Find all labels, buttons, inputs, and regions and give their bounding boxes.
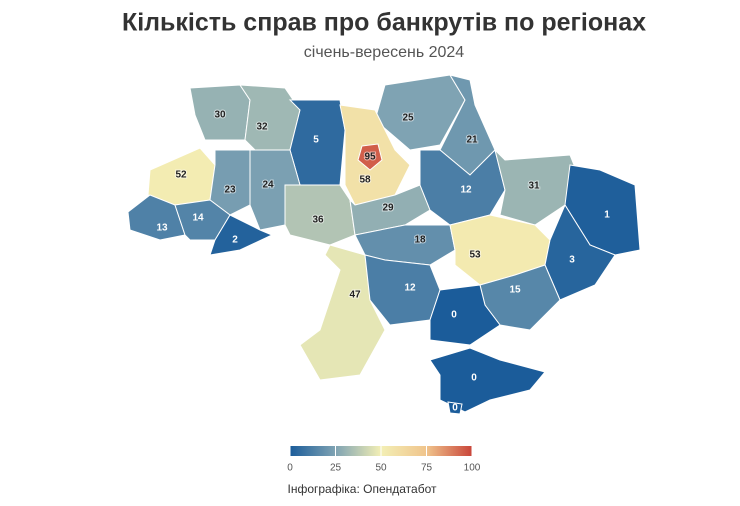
region: [419, 149, 506, 226]
region: [357, 143, 383, 171]
region-label: 13: [156, 223, 168, 234]
region-label: 36: [312, 215, 324, 226]
region-label: 24: [262, 180, 274, 191]
region-label: 58: [359, 175, 371, 186]
colorbar-tick-label: 50: [375, 463, 387, 474]
colorbar-tick-label: 75: [421, 463, 433, 474]
colorbar: 0 25 50 75 100: [287, 446, 481, 474]
region-label: 2: [232, 235, 238, 246]
title: Кількість справ про банкрутів по регіона…: [122, 9, 646, 37]
regions: [127, 74, 641, 415]
region-label: 47: [349, 290, 361, 301]
region-label: 30: [214, 110, 226, 121]
region: [239, 84, 301, 151]
region-label: 12: [460, 185, 472, 196]
source: Інфографіка: Опендатабот: [288, 482, 437, 496]
region: [284, 184, 356, 246]
region-label: 32: [256, 122, 268, 133]
region: [544, 203, 616, 301]
region-label: 31: [528, 181, 540, 192]
colorbar-tick-label: 25: [330, 463, 342, 474]
subtitle: січень-вересень 2024: [304, 44, 465, 61]
region-label: 0: [452, 403, 458, 414]
region-label: 0: [451, 310, 457, 321]
region: [209, 214, 274, 256]
region-label: 52: [175, 170, 187, 181]
region: [429, 284, 501, 346]
region-label: 29: [382, 203, 394, 214]
region: [429, 347, 546, 413]
region-label: 53: [469, 250, 481, 261]
region-label: 25: [402, 113, 414, 124]
region-label: 14: [192, 213, 204, 224]
region-label: 5: [313, 135, 319, 146]
colorbar-tick-label: 100: [464, 463, 481, 474]
region-label: 95: [364, 152, 376, 163]
region-label: 15: [509, 285, 521, 296]
region-label: 21: [466, 135, 478, 146]
region-label: 12: [404, 283, 416, 294]
region-label: 3: [569, 255, 575, 266]
colorbar-tick-label: 0: [287, 463, 293, 474]
region-label: 1: [604, 210, 610, 221]
region-label: 18: [414, 235, 426, 246]
region-label: 0: [471, 373, 477, 384]
region: [447, 401, 463, 415]
region-label: 23: [224, 185, 236, 196]
region: [349, 184, 431, 236]
